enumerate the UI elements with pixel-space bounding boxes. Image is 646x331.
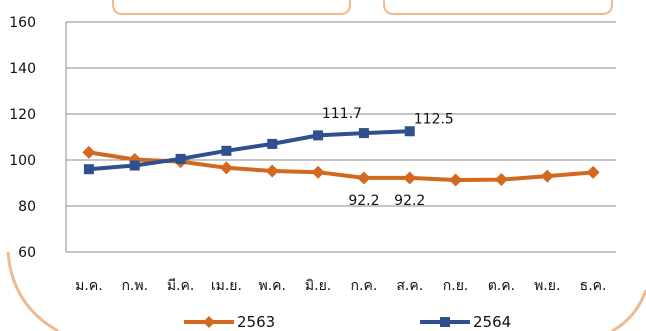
y-tick-label: 120 bbox=[9, 107, 36, 123]
series-line-2564 bbox=[88, 129, 410, 172]
legend: 2563 2564 bbox=[184, 313, 511, 331]
x-tick-label: มี.ค. bbox=[167, 278, 195, 294]
x-tick-label: เม.ย. bbox=[211, 278, 242, 294]
decor-box-right bbox=[383, 0, 613, 15]
series-point-2563 bbox=[265, 164, 279, 178]
decorative-frame bbox=[6, 0, 646, 331]
y-tick-label: 80 bbox=[18, 199, 36, 215]
x-tick-label: ก.พ. bbox=[121, 278, 148, 294]
series-line-2563 bbox=[88, 150, 594, 182]
legend-marker-2563 bbox=[203, 316, 215, 328]
series-point-2564 bbox=[358, 128, 369, 139]
x-axis: ม.ค. ก.พ. มี.ค. เม.ย. พ.ค. มิ.ย. ก.ค. ส.ค. ก.ย. ต… bbox=[75, 278, 606, 294]
x-tick-label: มิ.ย. bbox=[305, 278, 331, 294]
y-tick-label: 160 bbox=[9, 15, 36, 31]
legend-marker-2564 bbox=[440, 317, 450, 327]
y-tick-label: 100 bbox=[9, 153, 36, 169]
series-point-2563 bbox=[357, 171, 371, 185]
x-tick-label: ส.ค. bbox=[396, 278, 423, 294]
series-point-2564 bbox=[313, 130, 324, 141]
x-tick-label: พ.ย. bbox=[534, 278, 560, 294]
series-point-2563 bbox=[449, 173, 463, 187]
decor-border-left bbox=[6, 251, 59, 331]
data-label: 112.5 bbox=[414, 111, 454, 127]
series-point-2564 bbox=[129, 160, 140, 171]
series-point-2563 bbox=[403, 171, 417, 185]
y-tick-label: 60 bbox=[18, 245, 36, 261]
series-point-2563 bbox=[540, 169, 554, 183]
series-point-2563 bbox=[82, 145, 96, 159]
x-tick-label: ธ.ค. bbox=[580, 278, 607, 294]
legend-label: 2563 bbox=[237, 313, 275, 331]
y-axis: 60 80 100 120 140 160 bbox=[9, 15, 67, 261]
series-point-2564 bbox=[404, 126, 415, 137]
series-point-2563 bbox=[311, 165, 325, 179]
series-point-2564 bbox=[267, 138, 278, 149]
series-point-2563 bbox=[586, 165, 600, 179]
x-tick-label: ก.ค. bbox=[351, 278, 378, 294]
series-point-2563 bbox=[494, 173, 508, 187]
grid-lines bbox=[66, 21, 616, 253]
series-group bbox=[82, 126, 600, 187]
data-label: 92.2 bbox=[348, 193, 379, 209]
x-tick-label: พ.ค. bbox=[259, 278, 287, 294]
legend-label: 2564 bbox=[473, 313, 511, 331]
series-point-2564 bbox=[83, 164, 94, 175]
y-tick-label: 140 bbox=[9, 61, 36, 77]
series-point-2564 bbox=[175, 153, 186, 164]
x-tick-label: ต.ค. bbox=[488, 278, 515, 294]
x-tick-label: ม.ค. bbox=[75, 278, 103, 294]
series-point-2563 bbox=[219, 161, 233, 175]
x-tick-label: ก.ย. bbox=[443, 278, 469, 294]
decor-box-left bbox=[112, 0, 351, 15]
data-label: 92.2 bbox=[394, 193, 425, 209]
data-label: 111.7 bbox=[322, 106, 362, 122]
data-labels: 92.2 92.2 111.7 112.5 bbox=[322, 106, 454, 209]
series-point-2564 bbox=[221, 145, 232, 156]
decor-border-right bbox=[611, 289, 646, 331]
